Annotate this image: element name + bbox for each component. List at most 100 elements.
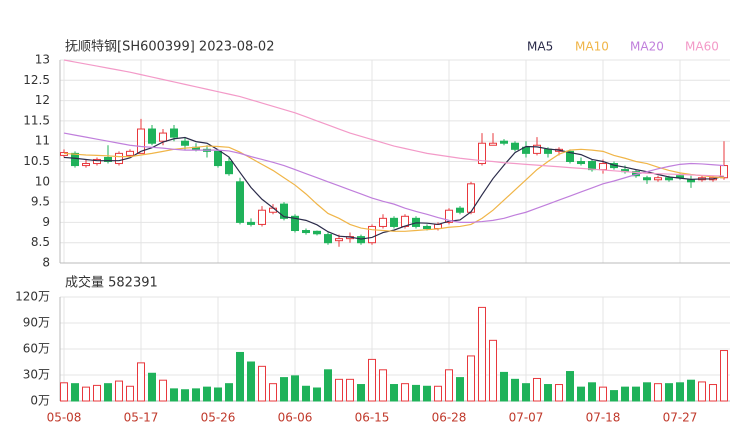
y-tick-label: 11 — [35, 134, 50, 148]
candle-body — [588, 161, 596, 171]
volume-bar — [709, 384, 717, 402]
volume-bar — [71, 383, 79, 402]
candle-body — [258, 209, 266, 225]
volume-bar — [93, 384, 101, 402]
x-tick-label: 05-17 — [124, 411, 159, 425]
volume-bar — [148, 372, 156, 402]
y-tick-label: 12 — [35, 93, 50, 107]
volume-bar — [577, 386, 585, 402]
candle-body — [379, 217, 387, 227]
candle-body — [291, 215, 299, 232]
candle-body — [214, 150, 222, 167]
volume-bar — [137, 362, 145, 402]
candle-body — [170, 128, 178, 138]
candle-body — [225, 161, 233, 175]
volume-bar — [258, 365, 266, 402]
candle-body — [533, 144, 541, 154]
volume-bar — [82, 386, 90, 402]
y-tick-label: 60万 — [23, 342, 50, 356]
candle-body — [368, 225, 376, 244]
volume-bar — [632, 386, 640, 402]
volume-bar — [478, 306, 486, 402]
x-tick-label: 06-28 — [432, 411, 467, 425]
volume-bar — [401, 383, 409, 402]
volume-bar — [555, 384, 563, 402]
volume-bar — [159, 379, 167, 402]
candle-body — [137, 128, 145, 154]
volume-title: 成交量 582391 — [65, 275, 158, 291]
volume-bar — [291, 375, 299, 402]
volume-bar — [60, 382, 68, 402]
volume-bar — [203, 386, 211, 402]
volume-bar — [368, 358, 376, 402]
x-tick-label: 05-26 — [201, 411, 236, 425]
volume-bar — [181, 389, 189, 402]
y-tick-label: 90万 — [23, 316, 50, 330]
volume-bar — [247, 361, 255, 402]
candle-body — [148, 128, 156, 144]
legend-label: MA5 — [527, 40, 553, 54]
candle-body — [489, 142, 497, 146]
candle-body — [599, 163, 607, 171]
volume-bar — [269, 383, 277, 402]
candle-body — [500, 140, 508, 144]
y-tick-label: 10.5 — [23, 154, 50, 168]
candle-body — [445, 209, 453, 223]
candle-body — [104, 156, 112, 163]
volume-bar — [522, 383, 530, 402]
volume-bar — [456, 377, 464, 402]
volume-bar — [126, 385, 134, 402]
y-tick-label: 8 — [42, 256, 50, 270]
volume-bar — [500, 371, 508, 402]
candle-body — [115, 152, 123, 165]
candle-body — [313, 230, 321, 235]
candle-body — [390, 217, 398, 227]
candle-body — [643, 177, 651, 181]
x-tick-label: 06-06 — [278, 411, 313, 425]
volume-bar — [445, 369, 453, 402]
x-tick-label: 06-15 — [355, 411, 390, 425]
volume-bar — [214, 387, 222, 402]
candle-body — [71, 152, 79, 167]
candle-body — [335, 238, 343, 242]
volume-bar — [687, 379, 695, 402]
volume-bar — [412, 384, 420, 402]
candle-body — [181, 140, 189, 146]
volume-bar — [302, 385, 310, 402]
volume-bar — [654, 383, 662, 402]
legend-label: MA60 — [685, 40, 719, 54]
candle-body — [456, 207, 464, 213]
y-tick-label: 9.5 — [31, 195, 50, 209]
candle-body — [126, 150, 134, 156]
y-tick-label: 12.5 — [23, 73, 50, 87]
x-tick-label: 07-18 — [586, 411, 621, 425]
y-tick-label: 30万 — [23, 368, 50, 382]
volume-bar — [599, 386, 607, 402]
x-tick-label: 07-07 — [509, 411, 544, 425]
candle-body — [82, 163, 90, 167]
volume-bar — [610, 390, 618, 402]
x-tick-label: 07-27 — [663, 411, 698, 425]
ma-line — [63, 59, 725, 177]
candle-body — [654, 177, 662, 181]
y-tick-label: 8.5 — [31, 235, 50, 249]
volume-bar — [280, 377, 288, 402]
x-tick-label: 05-08 — [47, 411, 82, 425]
candle-body — [423, 225, 431, 229]
volume-bar — [104, 383, 112, 402]
volume-bar — [621, 386, 629, 402]
candle-body — [247, 221, 255, 225]
volume-bar — [335, 378, 343, 402]
y-tick-label: 11.5 — [23, 113, 50, 127]
volume-bar — [665, 383, 673, 402]
candle-body — [324, 234, 332, 244]
volume-bar — [225, 383, 233, 402]
candle-body — [577, 161, 585, 165]
y-tick-label: 10 — [35, 174, 50, 188]
candle-body — [159, 132, 167, 142]
candle-body — [511, 142, 519, 150]
volume-bar — [115, 380, 123, 402]
volume-bar — [357, 384, 365, 402]
